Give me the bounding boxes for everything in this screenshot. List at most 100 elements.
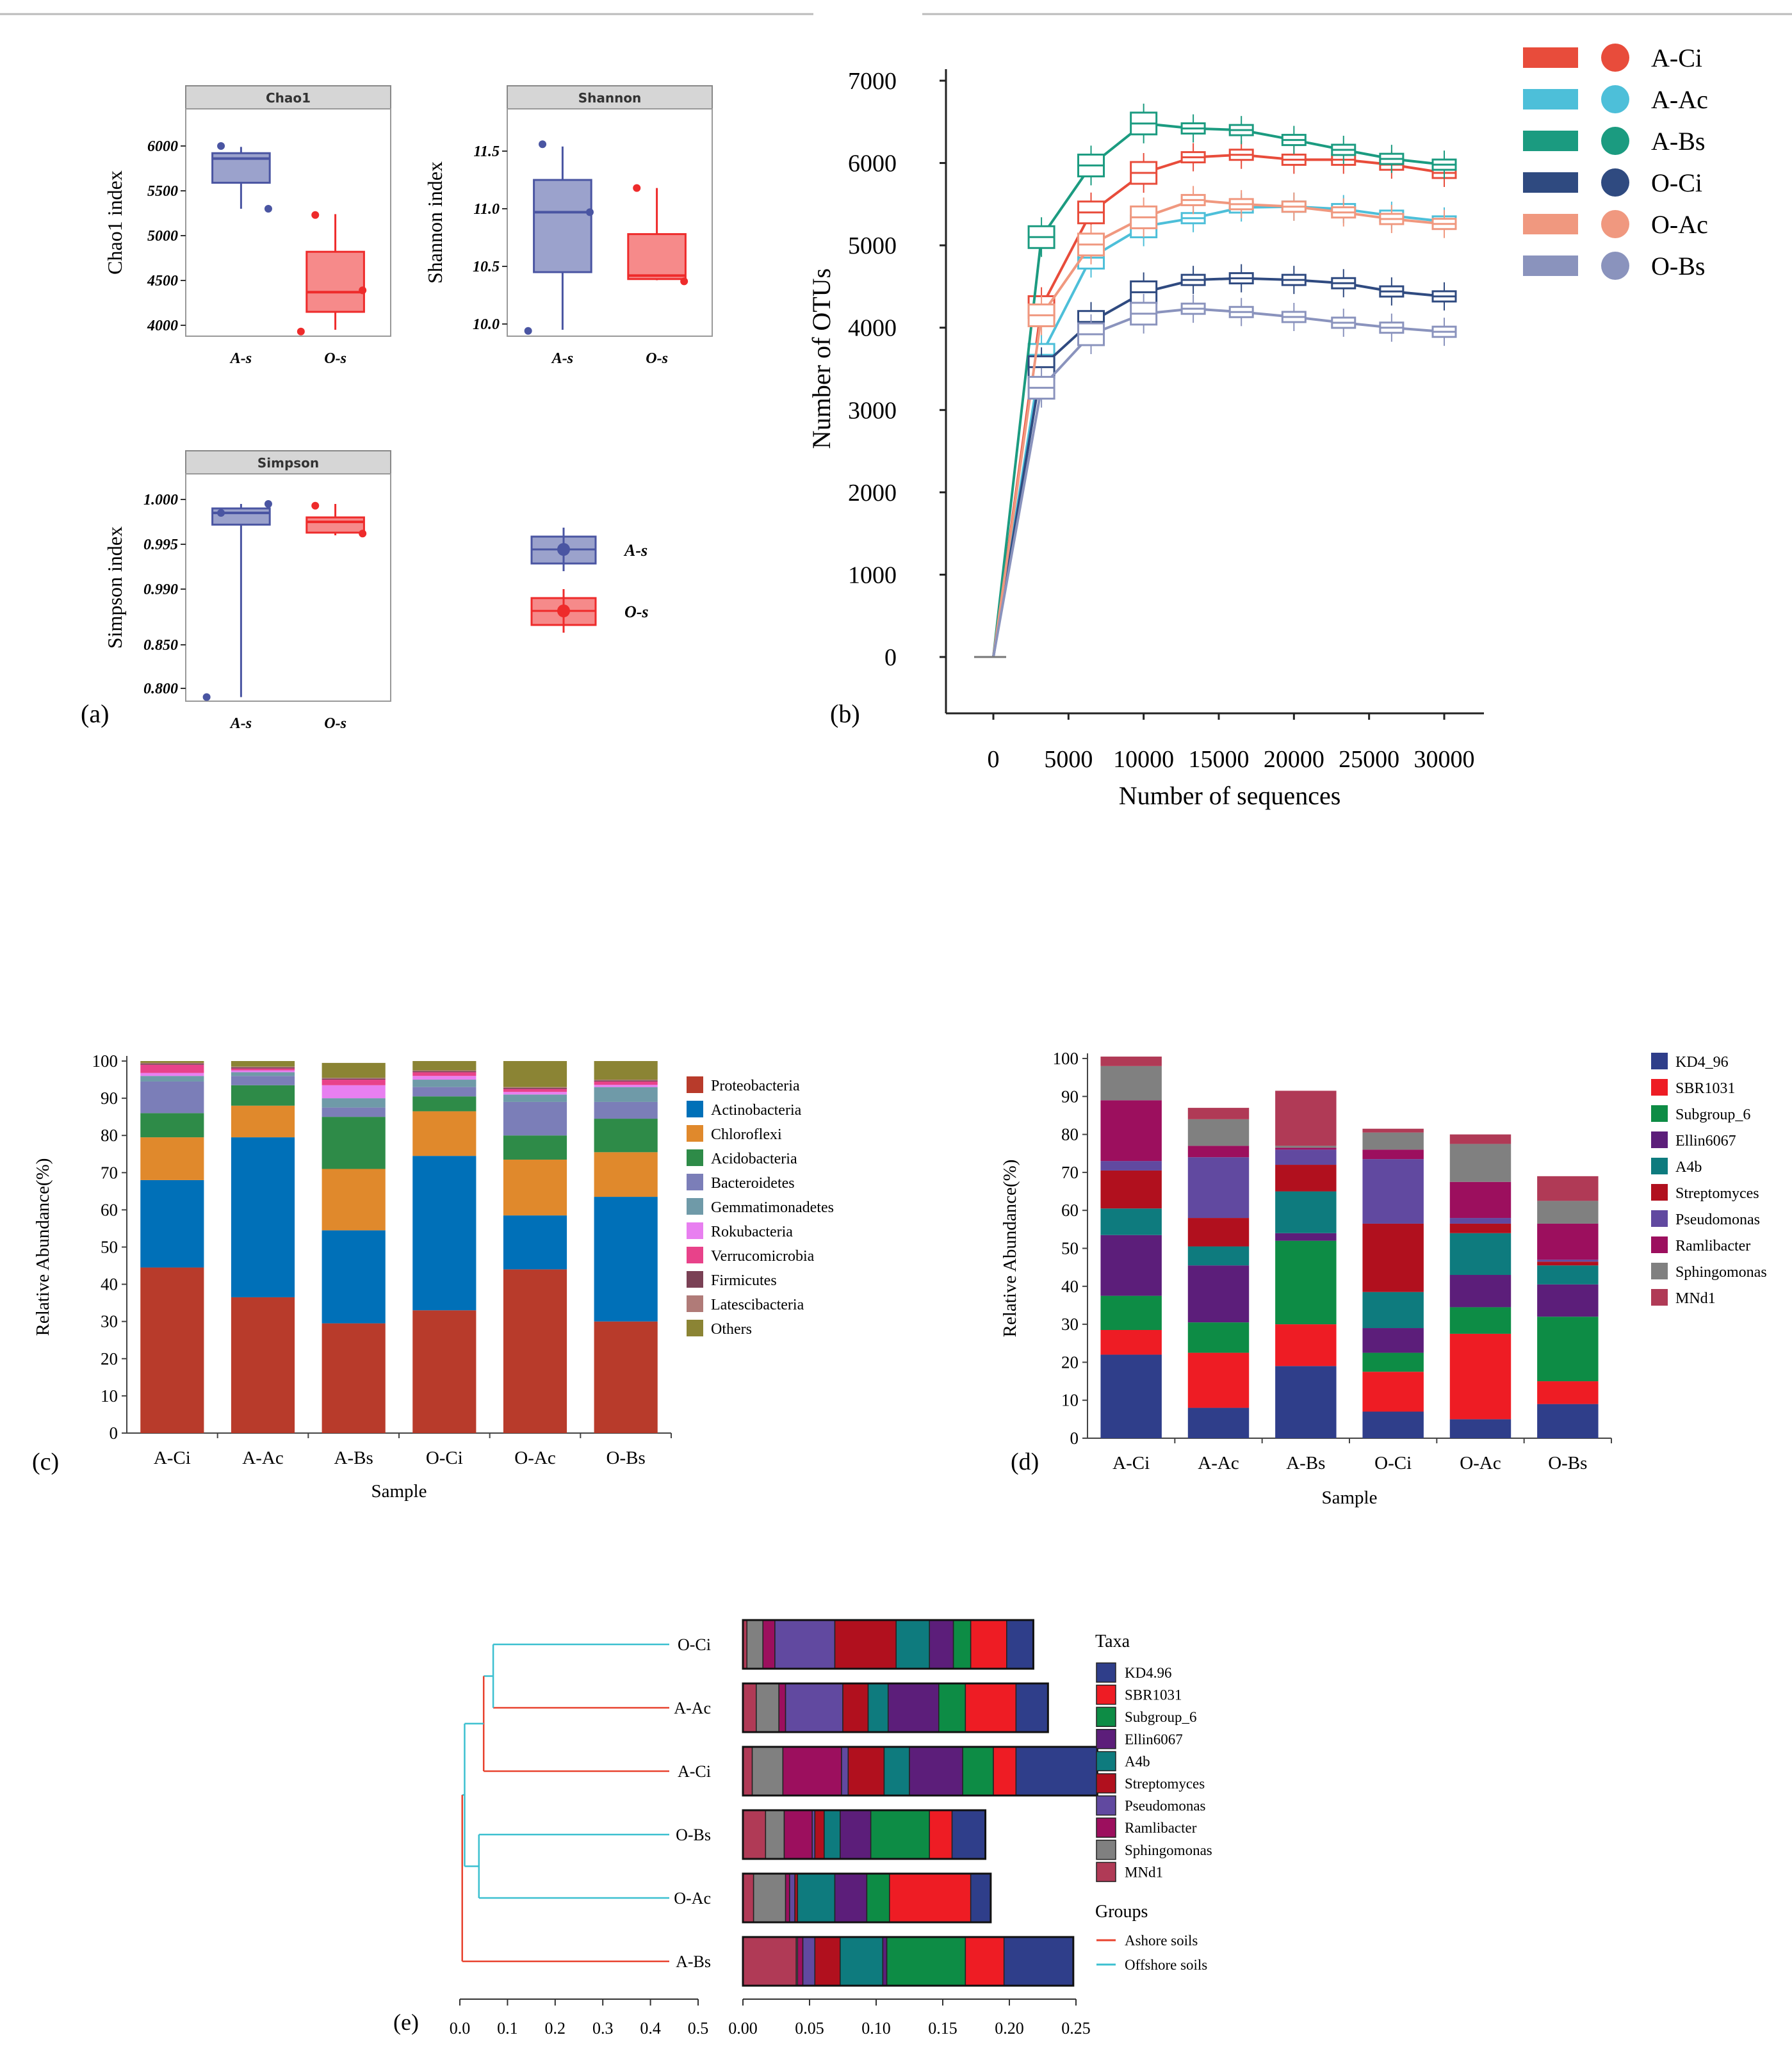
bar-segment-Actinobacteria-A-Ac — [231, 1137, 295, 1297]
bar-segment-KD4_96-A-Ci — [1100, 1354, 1162, 1438]
bar-segment-A4b-A-Bs — [1275, 1191, 1337, 1233]
bar-segment-Streptomyces-O-Bs — [814, 1810, 825, 1860]
bar-segment-Subgroup_6-A-Ci — [962, 1746, 994, 1796]
bar-segment-Sphingomonas-O-Ac — [753, 1873, 786, 1923]
legend-swatch-Subgroup_6 — [1651, 1105, 1668, 1122]
legend-swatch-Rokubacteria — [687, 1222, 703, 1239]
bar-segment-MNd1-O-Ci — [1362, 1128, 1424, 1133]
y-tick-label: 30 — [101, 1312, 118, 1331]
bar-segment-Streptomyces-A-Ci — [847, 1746, 885, 1796]
bar-segment-Ellin6067-O-Ac — [1449, 1275, 1511, 1308]
legend-label: Others — [711, 1321, 752, 1338]
bar-segment-A4b-O-Ac — [1449, 1233, 1511, 1276]
x-tick-label: 0 — [988, 746, 1000, 773]
legend-label: SBR1031 — [1675, 1080, 1735, 1097]
tree-tick-label: 0.4 — [640, 2019, 661, 2038]
bar-segment-Ramlibacter-A-Ci — [1100, 1100, 1162, 1162]
panel-label-d: (d) — [1011, 1448, 1039, 1475]
legend-dot-O-Bs — [1601, 252, 1629, 280]
bar-segment-SBR1031-O-Ci — [1362, 1372, 1424, 1412]
bar-segment-Ramlibacter-O-Bs — [1537, 1223, 1599, 1260]
bar-segment-KD4_96-A-Bs — [1275, 1366, 1337, 1438]
y-tick-label: 7000 — [848, 68, 897, 95]
legend-label: Ramlibacter — [1125, 1820, 1197, 1836]
y-tick-label: 5000 — [147, 228, 178, 245]
bar-segment-Ellin6067-A-Ci — [909, 1746, 963, 1796]
bar-segment-Bacteroidetes-A-Ci — [140, 1081, 204, 1114]
bar-segment-Rokubacteria-O-Bs — [594, 1085, 658, 1087]
legend-dot-A-Ci — [1601, 44, 1629, 72]
data-point — [217, 142, 225, 150]
data-point — [359, 530, 367, 538]
legend-swatch-Ellin6067 — [1096, 1729, 1116, 1749]
bar-segment-Ellin6067-A-Ci — [1100, 1235, 1162, 1296]
bar-segment-Gemmatimonadetes-A-Ac — [231, 1072, 295, 1076]
bar-segment-Chloroflexi-A-Ci — [140, 1137, 204, 1180]
bar-segment-Chloroflexi-A-Ac — [231, 1105, 295, 1138]
bar-segment-Ramlibacter-O-Ac — [785, 1873, 790, 1923]
panel-a: Chao1 6000 5500 5000 4500 4000 Chao1 index A-s O… — [103, 85, 713, 732]
legend-label: KD4.96 — [1125, 1665, 1171, 1681]
bar-segment-Subgroup_6-A-Ac — [938, 1683, 966, 1733]
y-tick-label: 90 — [101, 1089, 118, 1108]
legend-swatch-Pseudomonas — [1096, 1795, 1116, 1816]
legend-label: A4b — [1675, 1159, 1702, 1176]
bar-segment-SBR1031-A-Bs — [1275, 1324, 1337, 1366]
data-point — [633, 184, 641, 192]
bar-segment-Acidobacteria-A-Ci — [140, 1113, 204, 1138]
bar-segment-Sphingomonas-A-Bs — [1275, 1146, 1337, 1148]
bar-segment-MNd1-O-Ac — [742, 1873, 754, 1923]
legend-label: Bacteroidetes — [711, 1175, 795, 1192]
y-tick-label: 90 — [1061, 1087, 1079, 1106]
bar-segment-MNd1-A-Bs — [742, 1936, 797, 1986]
bar-segment-MNd1-A-Ci — [1100, 1057, 1162, 1066]
bar-segment-Acidobacteria-O-Ac — [503, 1135, 567, 1160]
legend-swatch-Streptomyces — [1651, 1184, 1668, 1201]
y-tick-label: 30 — [1061, 1315, 1079, 1334]
bar-segment-Ellin6067-A-Bs — [1275, 1233, 1337, 1241]
bar-segment-A4b-A-Ci — [1100, 1208, 1162, 1235]
sample-label: O-Bs — [676, 1826, 711, 1844]
x-tick-label: A-Ci — [1112, 1453, 1150, 1473]
series-line-O-Ac — [992, 199, 1445, 658]
bar-segment-Pseudomonas-O-Ac — [1449, 1218, 1511, 1224]
bar-segment-MNd1-O-Bs — [742, 1810, 767, 1860]
bar-segment-A4b-O-Ac — [797, 1873, 836, 1923]
bar-segment-Streptomyces-O-Bs — [1537, 1261, 1599, 1266]
legend-swatch-Subgroup_6 — [1096, 1706, 1116, 1727]
y-tick-label: 4500 — [147, 273, 178, 289]
bar-segment-A4b-O-Bs — [1537, 1265, 1599, 1285]
legend-dot-A-Bs — [1601, 127, 1629, 155]
bar-segment-Ramlibacter-A-Bs — [1275, 1147, 1337, 1150]
legend-swatch-A4b — [1096, 1751, 1116, 1772]
bar-segment-Rokubacteria-A-Ci — [140, 1073, 204, 1076]
bar-segment-SBR1031-O-Ac — [889, 1873, 972, 1923]
legend-label: Ramlibacter — [1675, 1238, 1750, 1254]
legend-label: O-Ci — [1651, 168, 1702, 197]
bar-segment-Pseudomonas-A-Ci — [841, 1746, 849, 1796]
x-tick-label: O-Ci — [426, 1448, 463, 1468]
legend-swatch-Acidobacteria — [687, 1149, 703, 1166]
legend-swatch-Ramlibacter — [1096, 1817, 1116, 1838]
legend-point — [557, 543, 570, 556]
box-O-s — [627, 233, 687, 280]
y-tick-label: 3000 — [848, 397, 897, 424]
bar-segment-Pseudomonas-A-Ac — [1187, 1157, 1250, 1219]
panel-d: 0 10 20 30 40 50 60 70 80 90 100 A-Ci A-Ac A-Bs O-Ci O-… — [1000, 1049, 1767, 1508]
bar-segment-KD4.96-A-Ci — [1015, 1746, 1098, 1796]
y-tick-label: 5500 — [147, 183, 178, 200]
bar-segment-Verrucomicrobia-A-Ci — [140, 1064, 204, 1073]
bar-segment-Chloroflexi-O-Bs — [594, 1152, 658, 1197]
legend-label: Verrucomicrobia — [711, 1248, 815, 1265]
bar-segment-Actinobacteria-O-Ci — [412, 1156, 477, 1311]
bar-segment-Ramlibacter-A-Ac — [778, 1683, 786, 1733]
bar-segment-Firmicutes-O-Ac — [503, 1087, 567, 1089]
bar-segment-Gemmatimonadetes-O-Ci — [412, 1080, 477, 1087]
facet-title: Simpson — [257, 455, 319, 471]
bar-segment-Subgroup_6-O-Bs — [1537, 1317, 1599, 1382]
bar-segment-KD4.96-O-Ci — [1006, 1619, 1034, 1669]
data-point — [202, 693, 211, 701]
legend-label: Chloroflexi — [711, 1126, 782, 1143]
bar-outline — [742, 1809, 987, 1860]
data-point — [311, 211, 320, 219]
